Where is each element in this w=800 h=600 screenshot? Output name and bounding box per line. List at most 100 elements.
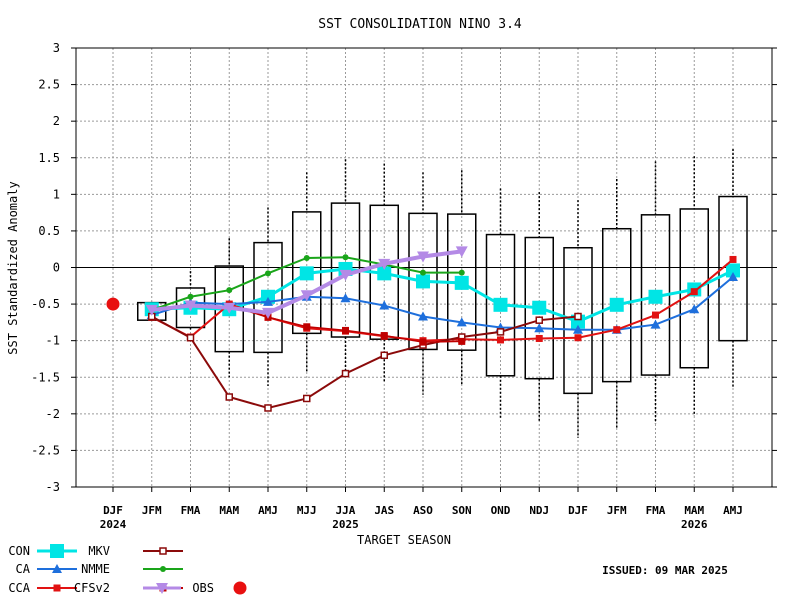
point-obs [262,307,274,319]
legend-item-mkv: MKV [88,544,183,558]
point-cca [613,326,621,334]
y-tick-label: -1 [46,334,60,348]
x-tick-label: JFM [607,504,627,517]
point-obs [378,258,391,270]
x-year-label: 2026 [681,518,708,531]
point-mkv [186,333,195,342]
point-cca [652,311,659,319]
x-tick-label: ASO [413,504,433,517]
legend-symbol-nmme [160,566,166,572]
point-mkv [380,351,388,360]
legend: CON MKV CA NMME CCA CFSv2 OBS [8,544,247,595]
point-nmme [265,270,271,277]
x-tick-label: MAM [684,504,704,517]
point-mkv [574,312,582,321]
point-cca [729,255,737,263]
point-mkv [341,369,350,378]
point-ca [689,304,700,314]
legend-symbol-obs [156,583,168,594]
legend-symbol-ca [52,564,62,573]
point-cca [690,288,698,296]
point-con [454,275,469,290]
x-tick-label: DJF [568,504,588,517]
y-tick-label: 0.5 [38,224,60,238]
y-tick-label: 0 [53,261,60,275]
series-line-mkv [151,315,579,410]
box-rect [718,195,748,342]
x-tick-label: AMJ [723,504,743,517]
point-mkv [496,328,505,336]
point-con [532,300,547,315]
x-tick-label: NDJ [529,504,549,517]
point-mkv [535,316,543,324]
grid-lines [76,48,772,487]
point-con [261,289,275,304]
point-obs [300,290,313,302]
legend-label-ca: CA [16,562,31,576]
point-con [377,266,392,281]
point-ca [263,296,273,306]
point-obs [455,246,468,258]
legend-symbol-mkv [159,547,167,555]
x-year-label: 2024 [100,518,127,531]
y-tick-label: -1.5 [31,370,60,384]
point-con [726,263,740,278]
series-line-ca [151,276,734,331]
y-tick-label: 2 [53,114,60,128]
x-tick-label: MJJ [297,504,317,517]
point-con [609,297,624,312]
y-tick-label: -0.5 [31,297,60,311]
x-tick-label: SON [452,504,472,517]
point-con [416,274,430,289]
point-con [299,266,314,281]
box-rect [602,227,632,383]
point-con [648,289,663,304]
x-tick-label: FMA [646,504,666,517]
point-obs [184,300,197,312]
point-cfsv2 [380,332,388,340]
point-ca [728,272,738,282]
y-tick-label: 1 [53,187,60,201]
point-mkv [264,404,272,412]
legend-item-cca: CCA [8,581,77,595]
x-tick-label: OND [491,504,511,517]
y-tick-label: -2.5 [31,443,60,457]
x-tick-label: JJA [336,504,356,517]
legend-item-con: CON [8,544,77,558]
point-cfsv2 [342,326,349,334]
point-cca [497,336,504,344]
legend-item-obs: OBS [143,581,214,595]
x-tick-label: JFM [142,504,162,517]
legend-label-nmme: NMME [81,562,110,576]
legend-item-nmme: NMME [81,562,183,576]
point-obs [223,302,236,314]
point-mkv [303,394,311,403]
y-tick-label: -3 [46,480,60,494]
series-lines [106,246,740,412]
legend-label-con: CON [8,544,30,558]
point-cca [574,334,582,342]
point-nmme [342,254,349,261]
series-obs [145,246,468,319]
box-plot [679,156,709,417]
point-nmme [187,293,194,300]
legend-label-cca: CCA [8,581,30,595]
y-tick-label: 2.5 [38,78,60,92]
box-rect [253,241,283,354]
point-ca [418,311,428,321]
point-ca [340,293,351,303]
point-obs [417,251,429,263]
x-tick-label: AMJ [258,504,278,517]
point-nmme [420,269,426,276]
point-obs [145,304,158,316]
series-mkv [148,312,582,412]
point-cfsv2 [458,337,466,345]
y-tick-label: 3 [53,41,60,55]
point-cca [535,334,543,342]
box-plot [718,148,748,387]
y-tick-label: 1.5 [38,151,60,165]
chart-title: SST CONSOLIDATION NINO 3.4 [318,17,522,32]
y-axis-label: SST Standardized Anomaly [6,181,20,354]
point-con [493,297,508,312]
y-ticks: -3 -2.5 -2 -1.5 -1 -0.5 0 0.5 1 1.5 2 2.5 3 [31,41,60,494]
